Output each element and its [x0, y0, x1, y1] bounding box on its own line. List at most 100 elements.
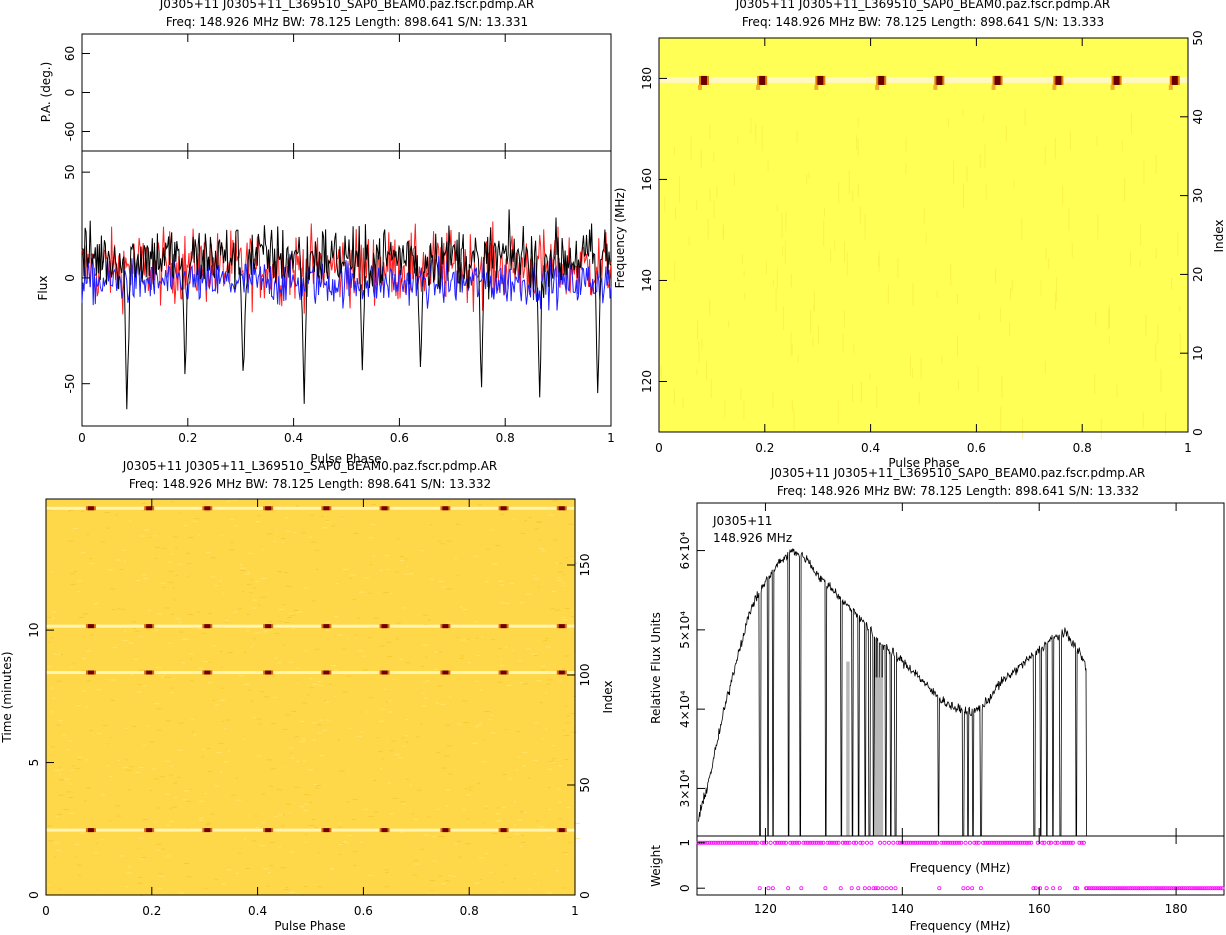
heatmap-texture: [172, 536, 178, 538]
heatmap-texture: [346, 638, 349, 640]
heatmap-texture: [227, 750, 231, 752]
heatmap-texture: [513, 878, 517, 880]
heatmap-texture: [481, 739, 485, 741]
heatmap-texture: [158, 872, 163, 874]
heatmap-texture: [342, 842, 349, 844]
weight-points: [696, 840, 1225, 891]
weight-point: [775, 840, 780, 845]
heatmap-texture: [386, 568, 391, 570]
heatmap-texture: [67, 540, 74, 542]
heatmap-texture: [474, 726, 480, 728]
weight-point: [849, 886, 854, 891]
weight-point: [932, 840, 937, 845]
heatmap-texture: [283, 889, 290, 891]
heatmap-texture: [140, 535, 145, 537]
heatmap-texture: [235, 872, 239, 874]
heatmap-texture: [317, 852, 320, 854]
heatmap-texture: [87, 680, 92, 682]
heatmap-texture: [519, 602, 525, 604]
heatmap-texture: [164, 607, 170, 609]
heatmap-texture: [562, 833, 569, 835]
heatmap-texture: [555, 870, 559, 872]
heatmap-texture: [230, 542, 234, 544]
weight-point: [742, 840, 747, 845]
weight-point: [1144, 886, 1149, 891]
heatmap-texture: [322, 729, 327, 731]
heatmap-texture: [356, 735, 362, 737]
heatmap-texture: [813, 291, 815, 311]
heatmap-texture: [1069, 131, 1071, 150]
weight-point: [882, 840, 887, 845]
heatmap-texture: [808, 172, 810, 179]
bottom-left-title-1: J0305+11 J0305+11_L369510_SAP0_BEAM0.paz…: [122, 459, 498, 473]
heatmap-texture: [869, 373, 871, 381]
heatmap-texture: [338, 853, 342, 855]
heatmap-texture: [290, 752, 293, 754]
heatmap-texture: [197, 534, 201, 536]
heatmap-texture: [497, 580, 504, 582]
heatmap-texture: [284, 621, 290, 623]
heatmap-texture: [64, 778, 70, 780]
weight-point: [1051, 886, 1056, 891]
heatmap-texture: [562, 582, 566, 584]
heatmap-texture: [485, 807, 489, 809]
hot-spot: [323, 506, 330, 511]
heatmap-texture: [707, 218, 709, 240]
heatmap-texture: [107, 743, 110, 745]
heatmap-texture: [287, 616, 292, 618]
weight-point: [878, 840, 883, 845]
heatmap-texture: [340, 517, 344, 519]
heatmap-texture: [373, 779, 377, 781]
heatmap-texture: [396, 622, 401, 624]
hot-spot: [146, 670, 153, 675]
heatmap-texture: [214, 785, 219, 787]
heatmap-texture: [266, 885, 270, 887]
heatmap-texture: [340, 842, 345, 844]
heatmap-texture: [161, 675, 166, 677]
heatmap-texture: [53, 842, 60, 844]
heatmap-texture: [215, 704, 220, 706]
heatmap-texture: [1044, 361, 1046, 375]
heatmap-texture: [950, 264, 952, 286]
hot-spot-tail: [814, 84, 819, 90]
heatmap-texture: [270, 768, 276, 770]
weight-point: [1134, 886, 1139, 891]
heatmap-texture: [368, 697, 374, 699]
heatmap-texture: [233, 499, 239, 501]
heatmap-texture: [744, 293, 746, 300]
weight-point: [768, 840, 773, 845]
spectrum-path: [698, 548, 1088, 837]
heatmap-texture: [506, 684, 512, 686]
heatmap-texture: [359, 841, 363, 843]
heatmap-texture: [191, 520, 198, 522]
heatmap-texture: [367, 874, 373, 876]
heatmap-texture: [516, 769, 519, 771]
heatmap-texture: [713, 200, 715, 218]
heatmap-texture: [70, 583, 76, 585]
heatmap-texture: [154, 557, 158, 559]
heatmap-texture: [1179, 305, 1181, 313]
heatmap-texture: [269, 865, 274, 867]
heatmap-texture: [548, 514, 555, 516]
heatmap-texture: [785, 211, 787, 231]
heatmap-texture: [519, 845, 523, 847]
weight-point: [904, 840, 909, 845]
heatmap-texture: [400, 801, 406, 803]
hot-spot: [204, 506, 211, 511]
heatmap-texture: [102, 724, 108, 726]
hot-spot: [381, 506, 388, 511]
heatmap-texture: [363, 577, 370, 579]
heatmap-texture: [296, 760, 300, 762]
heatmap-texture: [553, 539, 558, 541]
heatmap-texture: [208, 661, 211, 663]
heatmap-texture: [457, 840, 462, 842]
heatmap-texture: [239, 567, 246, 569]
heatmap-texture: [1001, 376, 1003, 399]
weight-point: [967, 840, 972, 845]
heatmap-texture: [425, 680, 430, 682]
heatmap-texture: [572, 695, 576, 697]
heatmap-texture: [112, 647, 117, 649]
weight-point: [974, 840, 979, 845]
heatmap-texture: [457, 723, 463, 725]
